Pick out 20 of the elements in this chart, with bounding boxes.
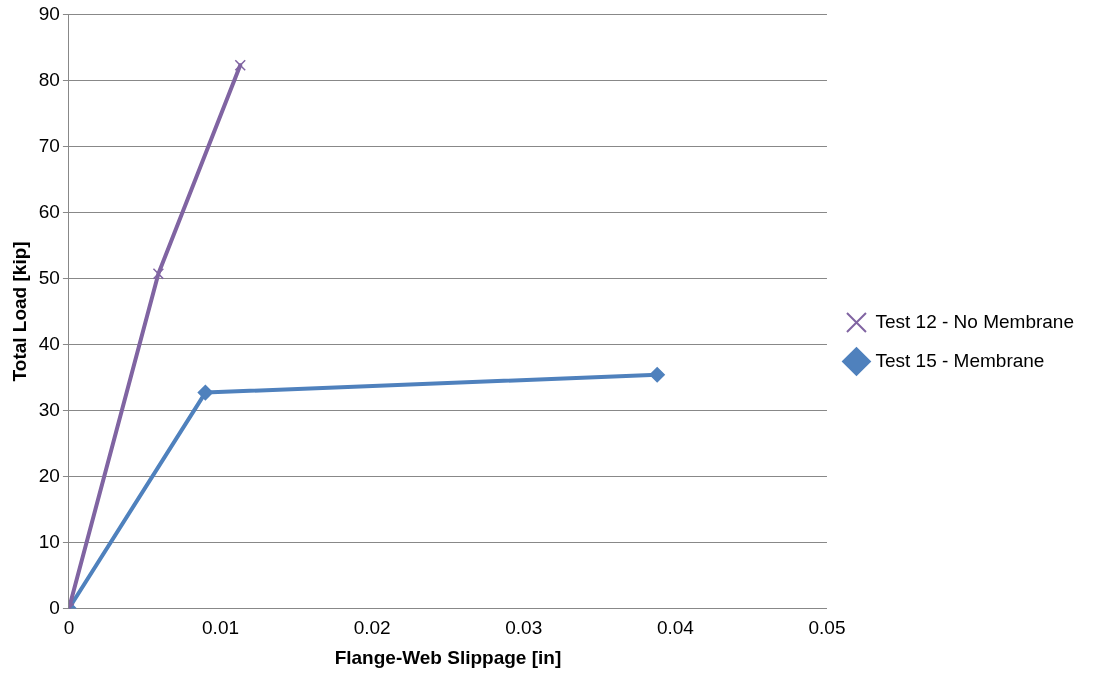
x-tick-label: 0.02 bbox=[353, 617, 391, 639]
x-tick-label: 0.05 bbox=[808, 617, 846, 639]
y-tick-label: 10 bbox=[38, 530, 60, 552]
y-tick-label: 70 bbox=[38, 134, 60, 156]
x-axis-title: Flange-Web Slippage [in] bbox=[334, 646, 562, 668]
y-tick-label: 0 bbox=[49, 596, 60, 618]
legend-label: Test 15 - Membrane bbox=[875, 349, 1045, 371]
y-tick-label: 80 bbox=[38, 68, 60, 90]
x-tick-label: 0 bbox=[63, 617, 75, 639]
y-tick-label: 60 bbox=[38, 200, 60, 222]
y-tick-label: 50 bbox=[38, 266, 60, 288]
y-tick-label: 20 bbox=[38, 464, 60, 486]
y-axis-title: Total Load [kip] bbox=[8, 241, 30, 382]
y-tick-label: 40 bbox=[38, 332, 60, 354]
x-tick-label: 0.01 bbox=[202, 617, 240, 639]
legend-label: Test 12 - No Membrane bbox=[875, 310, 1075, 332]
x-tick-label: 0.03 bbox=[505, 617, 543, 639]
x-tick-label: 0.04 bbox=[656, 617, 695, 639]
y-tick-label: 90 bbox=[38, 2, 60, 24]
y-tick-label: 30 bbox=[38, 398, 60, 420]
